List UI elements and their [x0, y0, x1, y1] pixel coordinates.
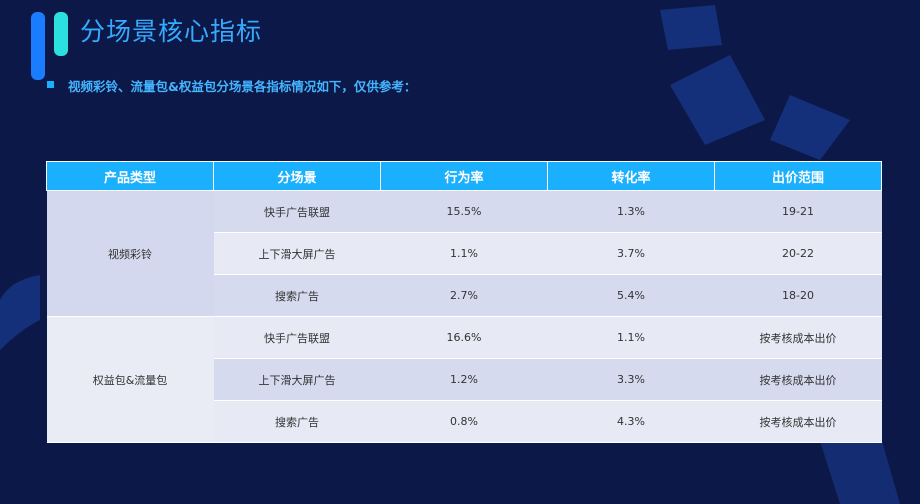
- column-header: 分场景: [213, 161, 381, 191]
- table-cell: 上下滑大屏广告: [213, 232, 381, 275]
- table-row: 权益包&流量包 快手广告联盟 16.6% 1.1% 按考核成本出价: [46, 316, 882, 443]
- table-cell: 0.8%: [380, 400, 548, 443]
- table-cell: 19-21: [714, 190, 882, 233]
- column-header: 产品类型: [46, 161, 214, 191]
- table-cell: 搜索广告: [213, 274, 381, 317]
- table-cell: 按考核成本出价: [714, 316, 882, 359]
- table-cell: 按考核成本出价: [714, 358, 882, 401]
- table-row: 上下滑大屏广告 1.1% 3.7% 20-22: [47, 232, 882, 275]
- table-cell: 4.3%: [547, 400, 715, 443]
- table-cell: 1.1%: [380, 232, 548, 275]
- group-cell: 视频彩铃: [46, 190, 214, 317]
- table-row: 上下滑大屏广告 1.2% 3.3% 按考核成本出价: [47, 358, 882, 401]
- table-cell: 按考核成本出价: [714, 400, 882, 443]
- column-header: 转化率: [547, 161, 715, 191]
- table-cell: 1.2%: [380, 358, 548, 401]
- table-cell: 2.7%: [380, 274, 548, 317]
- table-row: 视频彩铃 快手广告联盟 15.5% 1.3% 19-21: [46, 190, 882, 317]
- table-cell: 快手广告联盟: [213, 190, 381, 233]
- table-cell: 1.1%: [547, 316, 715, 359]
- table: 产品类型 分场景 行为率 转化率 出价范围 视频彩铃 快手广告联盟 15.5% 1.3% 19-2…: [46, 161, 882, 443]
- table-cell: 3.3%: [547, 358, 715, 401]
- table-cell: 快手广告联盟: [213, 316, 381, 359]
- table-cell: 20-22: [714, 232, 882, 275]
- table-cell: 搜索广告: [213, 400, 381, 443]
- column-header: 出价范围: [714, 161, 882, 191]
- bullet-text: 视频彩铃、流量包&权益包分场景各指标情况如下，仅供参考：: [68, 79, 417, 94]
- table-cell: 1.3%: [547, 190, 715, 233]
- table-cell: 上下滑大屏广告: [213, 358, 381, 401]
- table-cell: 18-20: [714, 274, 882, 317]
- bullet-mark: [47, 81, 54, 88]
- column-header: 行为率: [380, 161, 548, 191]
- table-cell: 16.6%: [380, 316, 548, 359]
- group-cell: 权益包&流量包: [46, 316, 214, 443]
- table-row: 搜索广告 2.7% 5.4% 18-20: [47, 274, 882, 317]
- table-cell: 3.7%: [547, 232, 715, 275]
- table-cell: 5.4%: [547, 274, 715, 317]
- table-cell: 15.5%: [380, 190, 548, 233]
- table-row: 搜索广告 0.8% 4.3% 按考核成本出价: [47, 400, 882, 443]
- slide-title: 分场景核心指标: [80, 17, 263, 46]
